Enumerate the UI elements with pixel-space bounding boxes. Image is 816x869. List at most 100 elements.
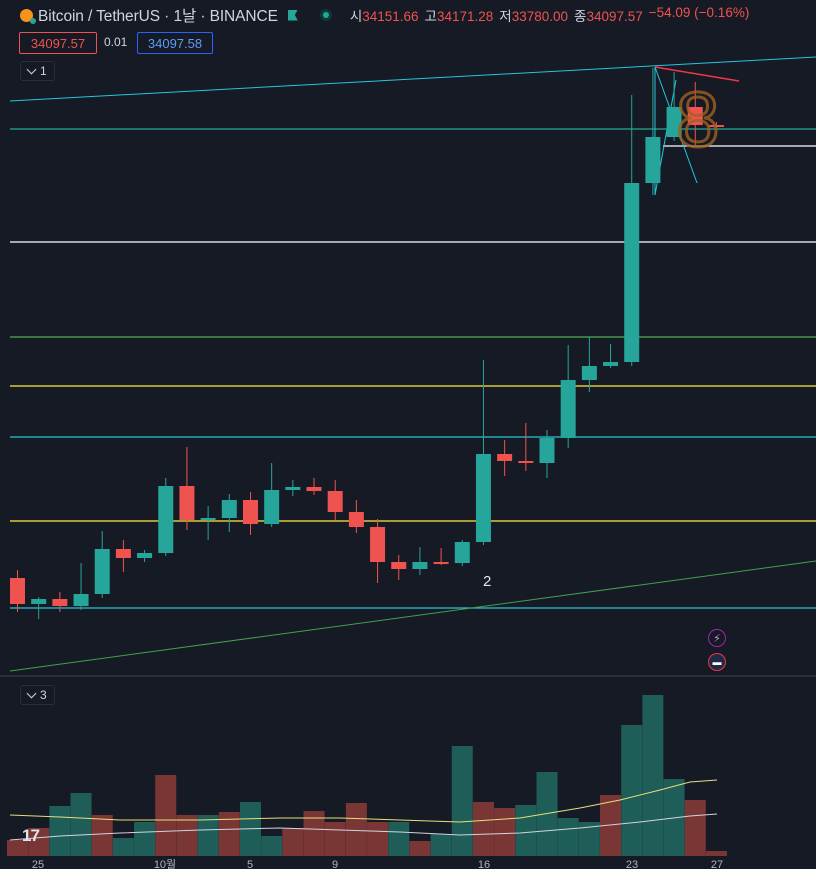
candle-body bbox=[708, 125, 724, 127]
volume-bar bbox=[28, 828, 50, 856]
us-flag-icon[interactable]: ▬ bbox=[708, 653, 726, 671]
sell-price-button[interactable]: 34097.57 bbox=[19, 32, 97, 54]
legend-count: 3 bbox=[40, 688, 47, 702]
candle-body bbox=[115, 549, 131, 558]
volume-bar bbox=[70, 793, 92, 856]
time-axis-label: 25 bbox=[32, 859, 44, 869]
chevron-down-icon bbox=[26, 688, 37, 698]
candle-body bbox=[370, 527, 386, 562]
volume-bar bbox=[430, 834, 452, 856]
time-axis-label: 10월 bbox=[154, 858, 176, 869]
wave-label: 2 bbox=[483, 573, 492, 590]
candle-body bbox=[31, 599, 47, 604]
ohlc-values: 시34151.66 고34171.28 저33780.00 종34097.57 … bbox=[349, 5, 750, 24]
volume-bar bbox=[7, 840, 28, 856]
candle-body bbox=[264, 490, 280, 524]
candle-body bbox=[348, 512, 364, 527]
candle-body bbox=[10, 578, 25, 604]
candle-body bbox=[497, 454, 513, 461]
volume-bar bbox=[578, 822, 600, 856]
time-axis-label: 27 bbox=[711, 859, 723, 869]
candle-body bbox=[560, 380, 576, 438]
volume-bar bbox=[494, 808, 516, 856]
candle-body bbox=[242, 500, 258, 524]
trend-line bbox=[9, 560, 816, 672]
volume-bar bbox=[409, 841, 431, 856]
candle-body bbox=[666, 107, 682, 137]
candle-body bbox=[158, 486, 174, 553]
volume-bar bbox=[112, 838, 134, 856]
volume-bar bbox=[345, 803, 367, 856]
volume-ma-slow bbox=[9, 813, 718, 841]
volume-bar bbox=[367, 822, 389, 856]
chart-header: Bitcoin / TetherUS · 1날 · BINANCE 시34151… bbox=[0, 0, 816, 30]
volume-bar bbox=[134, 822, 156, 856]
candle-body bbox=[624, 183, 640, 362]
candle-body bbox=[179, 486, 195, 520]
volume-bar bbox=[176, 815, 198, 856]
main-pane-legend-toggle[interactable]: 1 bbox=[20, 61, 55, 81]
candles bbox=[10, 68, 724, 619]
live-icon bbox=[319, 9, 332, 21]
volume-bar bbox=[49, 806, 71, 856]
volume-bar bbox=[557, 818, 579, 856]
time-axis: 25 10월 5 9 16 23 27 bbox=[32, 858, 723, 869]
spread-value: 0.01 bbox=[104, 35, 128, 49]
volume-bar bbox=[515, 805, 537, 856]
symbol-title[interactable]: Bitcoin / TetherUS · 1날 · BINANCE bbox=[38, 8, 278, 25]
volume-bar bbox=[684, 800, 706, 856]
fib-label: 8 bbox=[676, 75, 719, 163]
time-axis-label: 23 bbox=[626, 859, 638, 869]
candle-body bbox=[52, 599, 68, 606]
candle-body bbox=[475, 454, 491, 542]
volume-bar bbox=[451, 746, 473, 856]
candle-body bbox=[73, 594, 89, 606]
buy-price-button[interactable]: 34097.58 bbox=[137, 32, 213, 54]
volume-bar bbox=[472, 802, 494, 856]
bitcoin-icon bbox=[20, 8, 36, 24]
candle-body bbox=[412, 562, 428, 569]
candle-body bbox=[433, 562, 449, 564]
chevron-down-icon bbox=[26, 64, 37, 74]
legend-count: 1 bbox=[40, 64, 47, 78]
candle-body bbox=[539, 438, 555, 463]
time-axis-label: 16 bbox=[478, 859, 490, 869]
volume-bar bbox=[388, 822, 410, 856]
candle-body bbox=[391, 562, 407, 569]
volume-bar bbox=[197, 815, 219, 856]
candle-body bbox=[581, 366, 597, 380]
volume-bar bbox=[91, 815, 113, 856]
candle-body bbox=[518, 461, 534, 463]
lightning-icon[interactable]: ⚡ bbox=[708, 629, 726, 647]
volume-bar bbox=[621, 725, 643, 856]
time-axis-label: 5 bbox=[247, 859, 253, 869]
candle-body bbox=[454, 542, 470, 563]
volume-bar bbox=[155, 775, 177, 856]
candle-body bbox=[645, 137, 661, 183]
candle-body bbox=[603, 362, 619, 366]
volume-pane-legend-toggle[interactable]: 3 bbox=[20, 685, 55, 705]
candle-body bbox=[327, 491, 343, 512]
trend-line bbox=[9, 56, 816, 102]
time-axis-label: 9 bbox=[332, 859, 338, 869]
volume-bar bbox=[324, 822, 346, 856]
volume-ma-fast bbox=[9, 779, 718, 823]
candle-body bbox=[687, 107, 703, 125]
volume-bar bbox=[303, 811, 325, 856]
candle-body bbox=[306, 487, 322, 491]
volume-bar bbox=[218, 812, 240, 856]
tradingview-logo[interactable]: 17 bbox=[22, 826, 40, 845]
volume-bar bbox=[705, 851, 727, 856]
flag-icon[interactable] bbox=[287, 9, 298, 21]
volume-bar bbox=[642, 695, 664, 856]
candle-body bbox=[94, 549, 110, 594]
trend-line bbox=[654, 66, 740, 82]
volume-bar bbox=[261, 836, 283, 856]
candle-body bbox=[200, 518, 216, 520]
volume-bar bbox=[600, 795, 622, 856]
volume-bars bbox=[7, 695, 727, 856]
candle-body bbox=[137, 553, 153, 558]
candle-body bbox=[221, 500, 237, 518]
volume-bar bbox=[282, 828, 304, 856]
